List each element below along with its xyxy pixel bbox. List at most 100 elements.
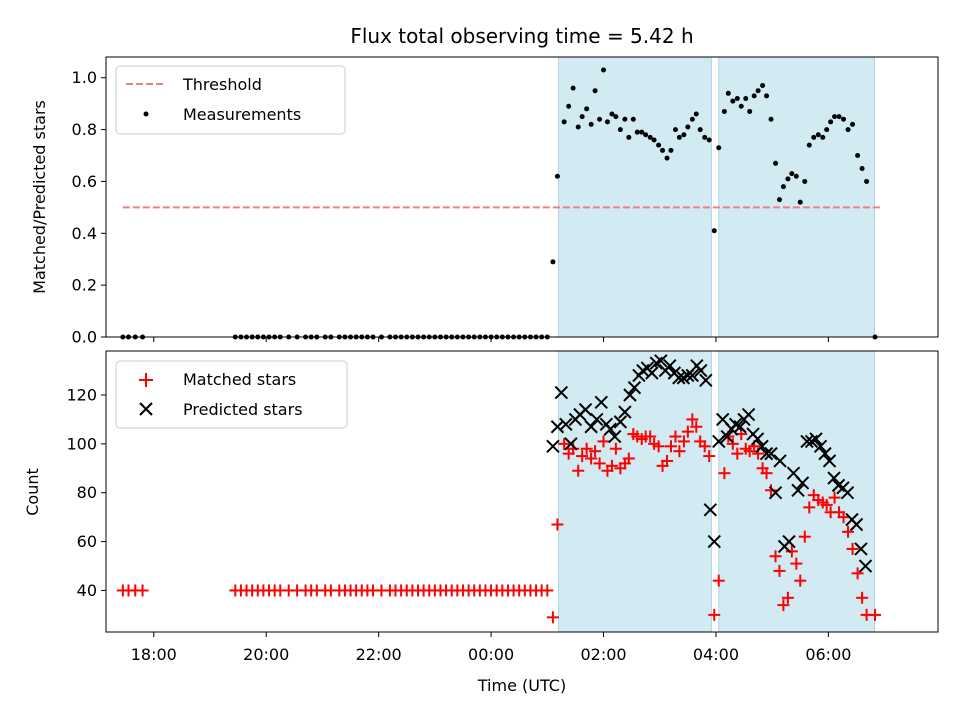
measurements-point [570, 85, 576, 91]
matched-stars-point [551, 518, 564, 531]
x-tick-label: 22:00 [356, 645, 402, 664]
legend-predicted-label: Predicted stars [183, 400, 303, 419]
measurements-point [815, 132, 821, 138]
predicted-stars-point [849, 517, 864, 532]
legend-matched-swatch [139, 373, 153, 387]
measurements-point [836, 114, 842, 120]
matched-stars-point [609, 442, 622, 455]
predicted-stars-point [854, 542, 868, 556]
chart-title: Flux total observing time = 5.42 h [350, 24, 693, 48]
predicted-stars-point [608, 429, 622, 444]
measurements-point [588, 121, 594, 127]
y-tick-label: 0.0 [72, 328, 97, 347]
predicted-stars-point [707, 534, 721, 549]
predicted-stars-point [791, 483, 805, 497]
measurements-point [725, 90, 731, 96]
measurements-point [738, 103, 744, 109]
measurements-point [797, 199, 803, 205]
matched-stars-point [828, 491, 841, 504]
measurements-point [622, 116, 628, 122]
predicted-stars-point [627, 380, 642, 395]
measurements-point [592, 88, 598, 94]
predicted-stars-point [554, 385, 569, 400]
measurements-point [764, 93, 770, 99]
top-y-axis-label: Matched/Predicted stars [30, 100, 49, 294]
measurements-point [760, 83, 766, 89]
measurements-point [561, 119, 567, 125]
measurements-point [550, 259, 556, 265]
matched-stars-point [558, 437, 571, 450]
predicted-stars-point [645, 366, 659, 380]
predicted-stars-point [584, 420, 598, 434]
matched-stars-point [677, 435, 690, 448]
measurements-point [850, 121, 856, 127]
measurements-point [755, 88, 761, 94]
measurements-point [820, 134, 826, 140]
measurements-point [773, 160, 779, 166]
measurements-point [579, 114, 585, 120]
predicted-stars-point [618, 405, 632, 419]
predicted-stars-point [699, 373, 713, 388]
matched-stars-point [673, 445, 686, 458]
measurements-point [664, 155, 670, 161]
measurements-point [672, 127, 678, 133]
matched-stars-point [644, 430, 657, 443]
measurements-point [730, 98, 736, 104]
measurements-point [793, 173, 799, 179]
observing-windows-top [558, 56, 875, 338]
top-legend-box [115, 65, 346, 135]
predicted-stars-point [782, 534, 796, 549]
bottom-legend-box [115, 360, 348, 429]
observing-window-0 [558, 56, 712, 338]
measurements-point [643, 132, 649, 138]
measurements-point [776, 197, 782, 203]
predicted-stars-point [564, 437, 578, 451]
predicted-stars-point [750, 432, 765, 446]
predicted-stars-point [578, 402, 593, 417]
observing-window-0 [558, 350, 712, 633]
top-legend: Threshold Measurements [115, 65, 346, 135]
matched-stars-point [541, 584, 554, 597]
measurements-point [685, 124, 691, 130]
y-tick-label: 100 [66, 434, 97, 453]
matched-stars-point [726, 437, 739, 450]
predicted-stars-point [559, 417, 573, 432]
x-tick-label: 02:00 [580, 645, 626, 664]
y-tick-label: 0.2 [72, 276, 97, 295]
star-count-series [116, 354, 882, 624]
y-tick-label: 1.0 [72, 68, 97, 87]
matched-stars-point [686, 413, 699, 426]
predicted-stars-point [813, 439, 828, 454]
predicted-stars-point [672, 371, 686, 385]
measurements-point [597, 116, 603, 122]
predicted-stars-point [759, 446, 774, 461]
matched-stars-point [803, 501, 816, 514]
matched-stars-point [698, 440, 711, 453]
predicted-stars-point [590, 412, 604, 427]
matched-stars-point [851, 567, 864, 580]
matched-stars-point [794, 574, 807, 587]
predicted-stars-point [694, 363, 708, 378]
predicted-stars-point [623, 388, 637, 402]
predicted-stars-point [685, 368, 700, 383]
predicted-stars-point [546, 439, 560, 454]
measurements-point [626, 134, 632, 140]
measurements-point [768, 116, 774, 122]
measurements-point [566, 103, 572, 109]
matched-stars-point [731, 447, 744, 460]
measurements-point [743, 95, 749, 101]
top-panel: Flux total observing time = 5.42 h 0.0 0.… [30, 24, 939, 347]
y-tick-label: 80 [77, 483, 97, 502]
predicted-stars-point [594, 395, 608, 410]
matched-stars-point [669, 430, 682, 443]
y-tick-label: 0.4 [72, 224, 97, 243]
matched-stars-point [703, 450, 716, 463]
matched-stars-point [585, 452, 598, 465]
legend-measurements-swatch [143, 111, 149, 117]
matched-stars-point [593, 457, 606, 470]
matched-stars-point [769, 550, 782, 563]
matched-stars-point [572, 464, 585, 477]
measurements-point [584, 106, 590, 112]
matched-stars-point [708, 608, 721, 621]
